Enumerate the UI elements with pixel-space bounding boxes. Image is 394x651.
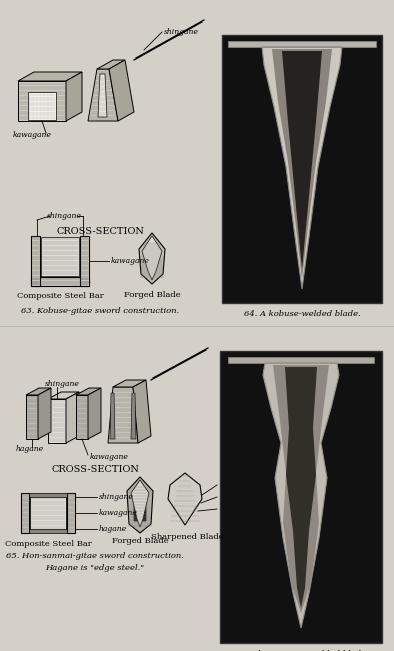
Polygon shape <box>133 380 151 443</box>
Polygon shape <box>127 477 153 533</box>
Polygon shape <box>31 277 89 286</box>
Polygon shape <box>168 473 202 525</box>
Bar <box>228 41 376 47</box>
Text: shingane: shingane <box>164 28 199 36</box>
Polygon shape <box>272 49 332 279</box>
Polygon shape <box>110 393 115 439</box>
Polygon shape <box>66 72 82 121</box>
Polygon shape <box>76 388 101 395</box>
Polygon shape <box>48 392 79 399</box>
Polygon shape <box>26 395 38 439</box>
Bar <box>228 357 374 363</box>
Polygon shape <box>38 388 51 439</box>
Polygon shape <box>142 490 146 521</box>
Text: kawagane: kawagane <box>99 509 138 517</box>
Polygon shape <box>31 236 40 286</box>
Text: CROSS-SECTION: CROSS-SECTION <box>51 465 139 473</box>
Bar <box>220 351 382 643</box>
Text: kawagane: kawagane <box>13 131 52 139</box>
Polygon shape <box>97 60 125 69</box>
Polygon shape <box>76 395 88 439</box>
Polygon shape <box>18 72 82 81</box>
Text: CROSS-SECTION: CROSS-SECTION <box>56 227 144 236</box>
Polygon shape <box>142 236 162 280</box>
Polygon shape <box>108 387 138 443</box>
Text: hagane: hagane <box>99 525 127 533</box>
Polygon shape <box>88 388 101 439</box>
Polygon shape <box>113 380 146 387</box>
Polygon shape <box>26 388 51 395</box>
Polygon shape <box>88 69 118 121</box>
Polygon shape <box>18 81 66 121</box>
Polygon shape <box>282 51 322 269</box>
Polygon shape <box>134 490 138 521</box>
Bar <box>222 35 382 303</box>
Polygon shape <box>48 399 66 443</box>
Polygon shape <box>41 237 79 276</box>
Polygon shape <box>139 233 165 284</box>
Text: 63. Kobuse-gitae sword construction.: 63. Kobuse-gitae sword construction. <box>21 307 179 315</box>
Text: Forged Blade: Forged Blade <box>124 291 180 299</box>
Text: kawagane: kawagane <box>111 257 150 265</box>
Text: 64. A kobuse-welded blade.: 64. A kobuse-welded blade. <box>243 310 361 318</box>
Polygon shape <box>98 74 107 117</box>
Text: shingane: shingane <box>46 212 82 220</box>
Text: Sharpened Blade: Sharpened Blade <box>151 533 223 541</box>
Polygon shape <box>29 529 67 533</box>
Text: shingane: shingane <box>99 493 134 501</box>
Text: 66. A hon-sanmai-welded blade.: 66. A hon-sanmai-welded blade. <box>233 650 369 651</box>
Polygon shape <box>131 480 149 527</box>
Text: Forged Blade: Forged Blade <box>112 537 168 545</box>
Polygon shape <box>80 236 89 286</box>
Polygon shape <box>109 60 134 121</box>
Polygon shape <box>131 393 136 439</box>
Polygon shape <box>30 495 66 531</box>
Polygon shape <box>29 493 67 497</box>
Text: 65. Hon-sanmai-gitae sword construction.: 65. Hon-sanmai-gitae sword construction. <box>6 552 184 560</box>
Text: shingane: shingane <box>45 380 80 388</box>
Polygon shape <box>66 392 79 443</box>
Text: Composite Steel Bar: Composite Steel Bar <box>17 292 103 300</box>
Polygon shape <box>67 493 75 533</box>
Text: Composite Steel Bar: Composite Steel Bar <box>5 540 91 548</box>
Polygon shape <box>28 92 56 120</box>
Polygon shape <box>273 365 329 613</box>
Polygon shape <box>262 47 342 289</box>
Text: Hagane is "edge steel.": Hagane is "edge steel." <box>45 564 145 572</box>
Polygon shape <box>263 363 339 628</box>
Text: hagane: hagane <box>16 445 44 453</box>
Text: kawagane: kawagane <box>90 453 129 461</box>
Polygon shape <box>21 493 29 533</box>
Polygon shape <box>285 367 317 608</box>
